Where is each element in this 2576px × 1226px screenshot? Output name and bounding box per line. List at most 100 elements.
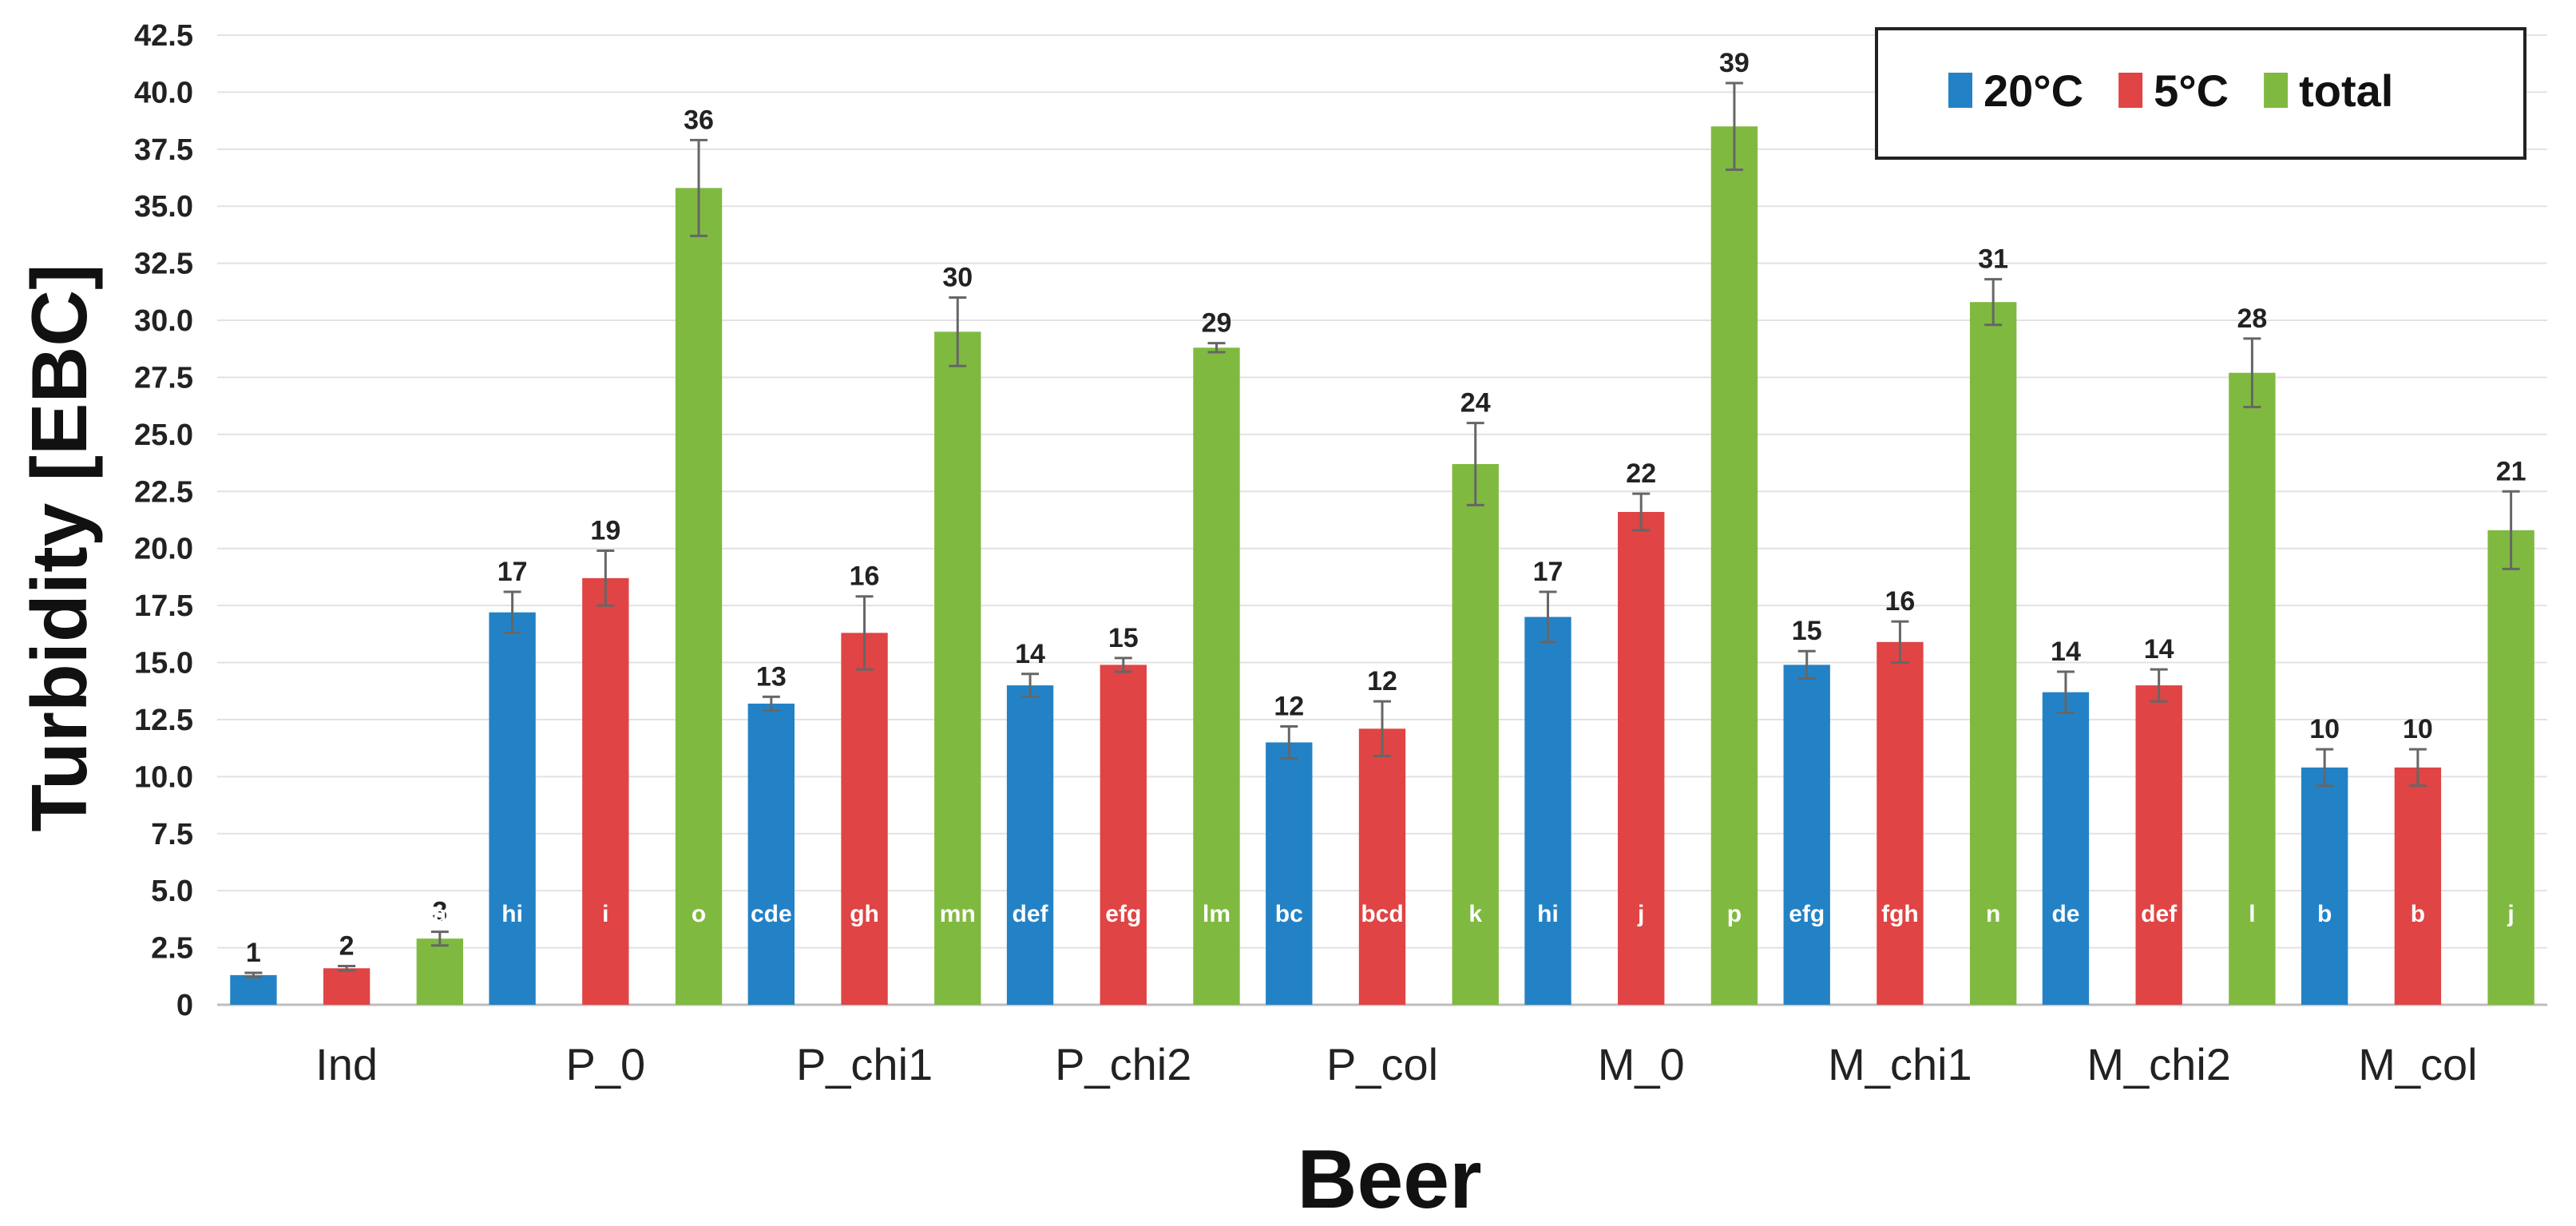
legend-swatch xyxy=(2118,73,2143,108)
x-axis-label: Beer xyxy=(1297,1133,1481,1226)
data-label: 14 xyxy=(1015,639,1045,669)
data-label: 16 xyxy=(850,561,880,592)
bar xyxy=(747,703,795,1005)
significance-letter: bc xyxy=(1275,901,1303,927)
error-bars xyxy=(244,81,2520,979)
bars xyxy=(230,126,2534,1006)
significance-letter: k xyxy=(1468,901,1482,927)
data-label: 29 xyxy=(1202,308,1232,339)
data-label: 14 xyxy=(2144,634,2174,665)
y-tick-label: 25.0 xyxy=(134,419,193,452)
bar xyxy=(2229,372,2276,1005)
x-tick-labels: Ind P_0 P_chi1 P_chi2 P_col M_0 M_chi1 M_chi2 M_… xyxy=(315,1039,2477,1089)
x-tick-label: P_chi2 xyxy=(1055,1039,1191,1089)
bar xyxy=(1006,685,1054,1005)
y-tick-label: 5.0 xyxy=(151,875,193,908)
bar xyxy=(2042,692,2090,1005)
data-label: 36 xyxy=(684,105,714,135)
significance-letter: n xyxy=(1986,901,2000,927)
significance-letter: j xyxy=(1637,901,1644,927)
bar xyxy=(416,938,464,1005)
data-label: 30 xyxy=(942,262,973,292)
bar xyxy=(1524,617,1571,1005)
bar xyxy=(1266,742,1313,1005)
bar xyxy=(323,968,371,1005)
significance-letter: bcd xyxy=(1361,901,1403,927)
data-label: 12 xyxy=(1367,666,1397,696)
x-tick-label: P_0 xyxy=(566,1039,646,1089)
y-tick-label: 17.5 xyxy=(134,589,193,623)
data-label: 1 xyxy=(246,938,261,968)
y-tick-label: 10.0 xyxy=(134,760,193,794)
y-tick-label: 27.5 xyxy=(134,361,193,395)
x-tick-label: P_col xyxy=(1326,1039,1438,1089)
significance-letter: p xyxy=(1727,901,1742,927)
data-label: 39 xyxy=(1719,48,1750,78)
bar xyxy=(675,188,723,1005)
y-tick-label: 22.5 xyxy=(134,475,193,509)
data-label: 22 xyxy=(1626,458,1656,489)
significance-letter: hi xyxy=(1537,901,1559,927)
bar xyxy=(2135,685,2182,1005)
significance-letter: cde xyxy=(751,901,792,927)
data-label: 24 xyxy=(1460,388,1491,419)
y-tick-label: 32.5 xyxy=(134,248,193,281)
y-tick-label: 35.0 xyxy=(134,190,193,224)
significance-letter: b xyxy=(2411,901,2425,927)
y-tick-label: 7.5 xyxy=(151,818,193,851)
data-label: 21 xyxy=(2496,456,2526,486)
legend-swatch xyxy=(2264,73,2289,108)
significance-letter: gh xyxy=(850,901,879,927)
bar xyxy=(2301,767,2348,1005)
significance-letter: b xyxy=(2317,901,2332,927)
data-label: 16 xyxy=(1885,586,1916,617)
x-tick-label: M_chi1 xyxy=(1828,1039,1972,1089)
bar xyxy=(230,974,277,1005)
x-tick-label: M_chi2 xyxy=(2087,1039,2231,1089)
bar xyxy=(1100,665,1147,1005)
bar xyxy=(2394,767,2442,1005)
data-label: 17 xyxy=(497,557,528,587)
data-label: 13 xyxy=(756,661,787,692)
bar xyxy=(1358,728,1406,1005)
y-tick-labels: 0 2.5 5.0 7.5 10.0 12.5 15.0 17.5 20.0 22.5 25.0 27… xyxy=(134,19,193,1022)
significance-letter: def xyxy=(2141,901,2178,927)
bar xyxy=(934,331,981,1005)
significance-letter: a xyxy=(340,901,354,927)
significance-letter: hi xyxy=(501,901,523,927)
y-tick-label: 37.5 xyxy=(134,133,193,167)
significance-letters: a a a hi i o cde gh mn def efg lm bc bcd k hi j p efg fgh n d… xyxy=(247,901,2515,927)
x-tick-label: P_chi1 xyxy=(796,1039,933,1089)
bar xyxy=(489,612,536,1005)
x-tick-label: M_0 xyxy=(1598,1039,1685,1089)
y-tick-label: 15.0 xyxy=(134,647,193,680)
data-label: 2 xyxy=(339,930,355,961)
y-axis-label: Turbidity [EBC] xyxy=(15,264,103,831)
y-tick-label: 40.0 xyxy=(134,76,193,109)
x-tick-label: Ind xyxy=(315,1039,378,1089)
data-label: 31 xyxy=(1978,244,2008,275)
y-tick-label: 0 xyxy=(176,989,193,1022)
y-tick-label: 12.5 xyxy=(134,704,193,737)
legend-label: total xyxy=(2299,65,2393,116)
bar xyxy=(1783,665,1830,1005)
data-label: 10 xyxy=(2309,714,2340,744)
x-tick-label: M_col xyxy=(2358,1039,2477,1089)
legend-swatch xyxy=(1948,73,1972,108)
data-label: 12 xyxy=(1274,692,1304,722)
y-tick-label: 42.5 xyxy=(134,19,193,53)
data-label: 28 xyxy=(2237,304,2267,334)
bar xyxy=(1452,464,1499,1005)
bar xyxy=(841,633,888,1005)
data-labels: 1 231719361316301415291212241722391516311… xyxy=(246,48,2526,968)
bar xyxy=(1969,302,2017,1006)
data-label: 3 xyxy=(432,897,447,927)
bar xyxy=(1877,641,1924,1005)
significance-letter: efg xyxy=(1105,901,1141,927)
bar xyxy=(582,577,629,1005)
significance-letter: l xyxy=(2249,901,2255,927)
data-label: 17 xyxy=(1533,557,1563,587)
legend-label: 5°C xyxy=(2154,65,2229,116)
data-label: 19 xyxy=(590,516,620,546)
